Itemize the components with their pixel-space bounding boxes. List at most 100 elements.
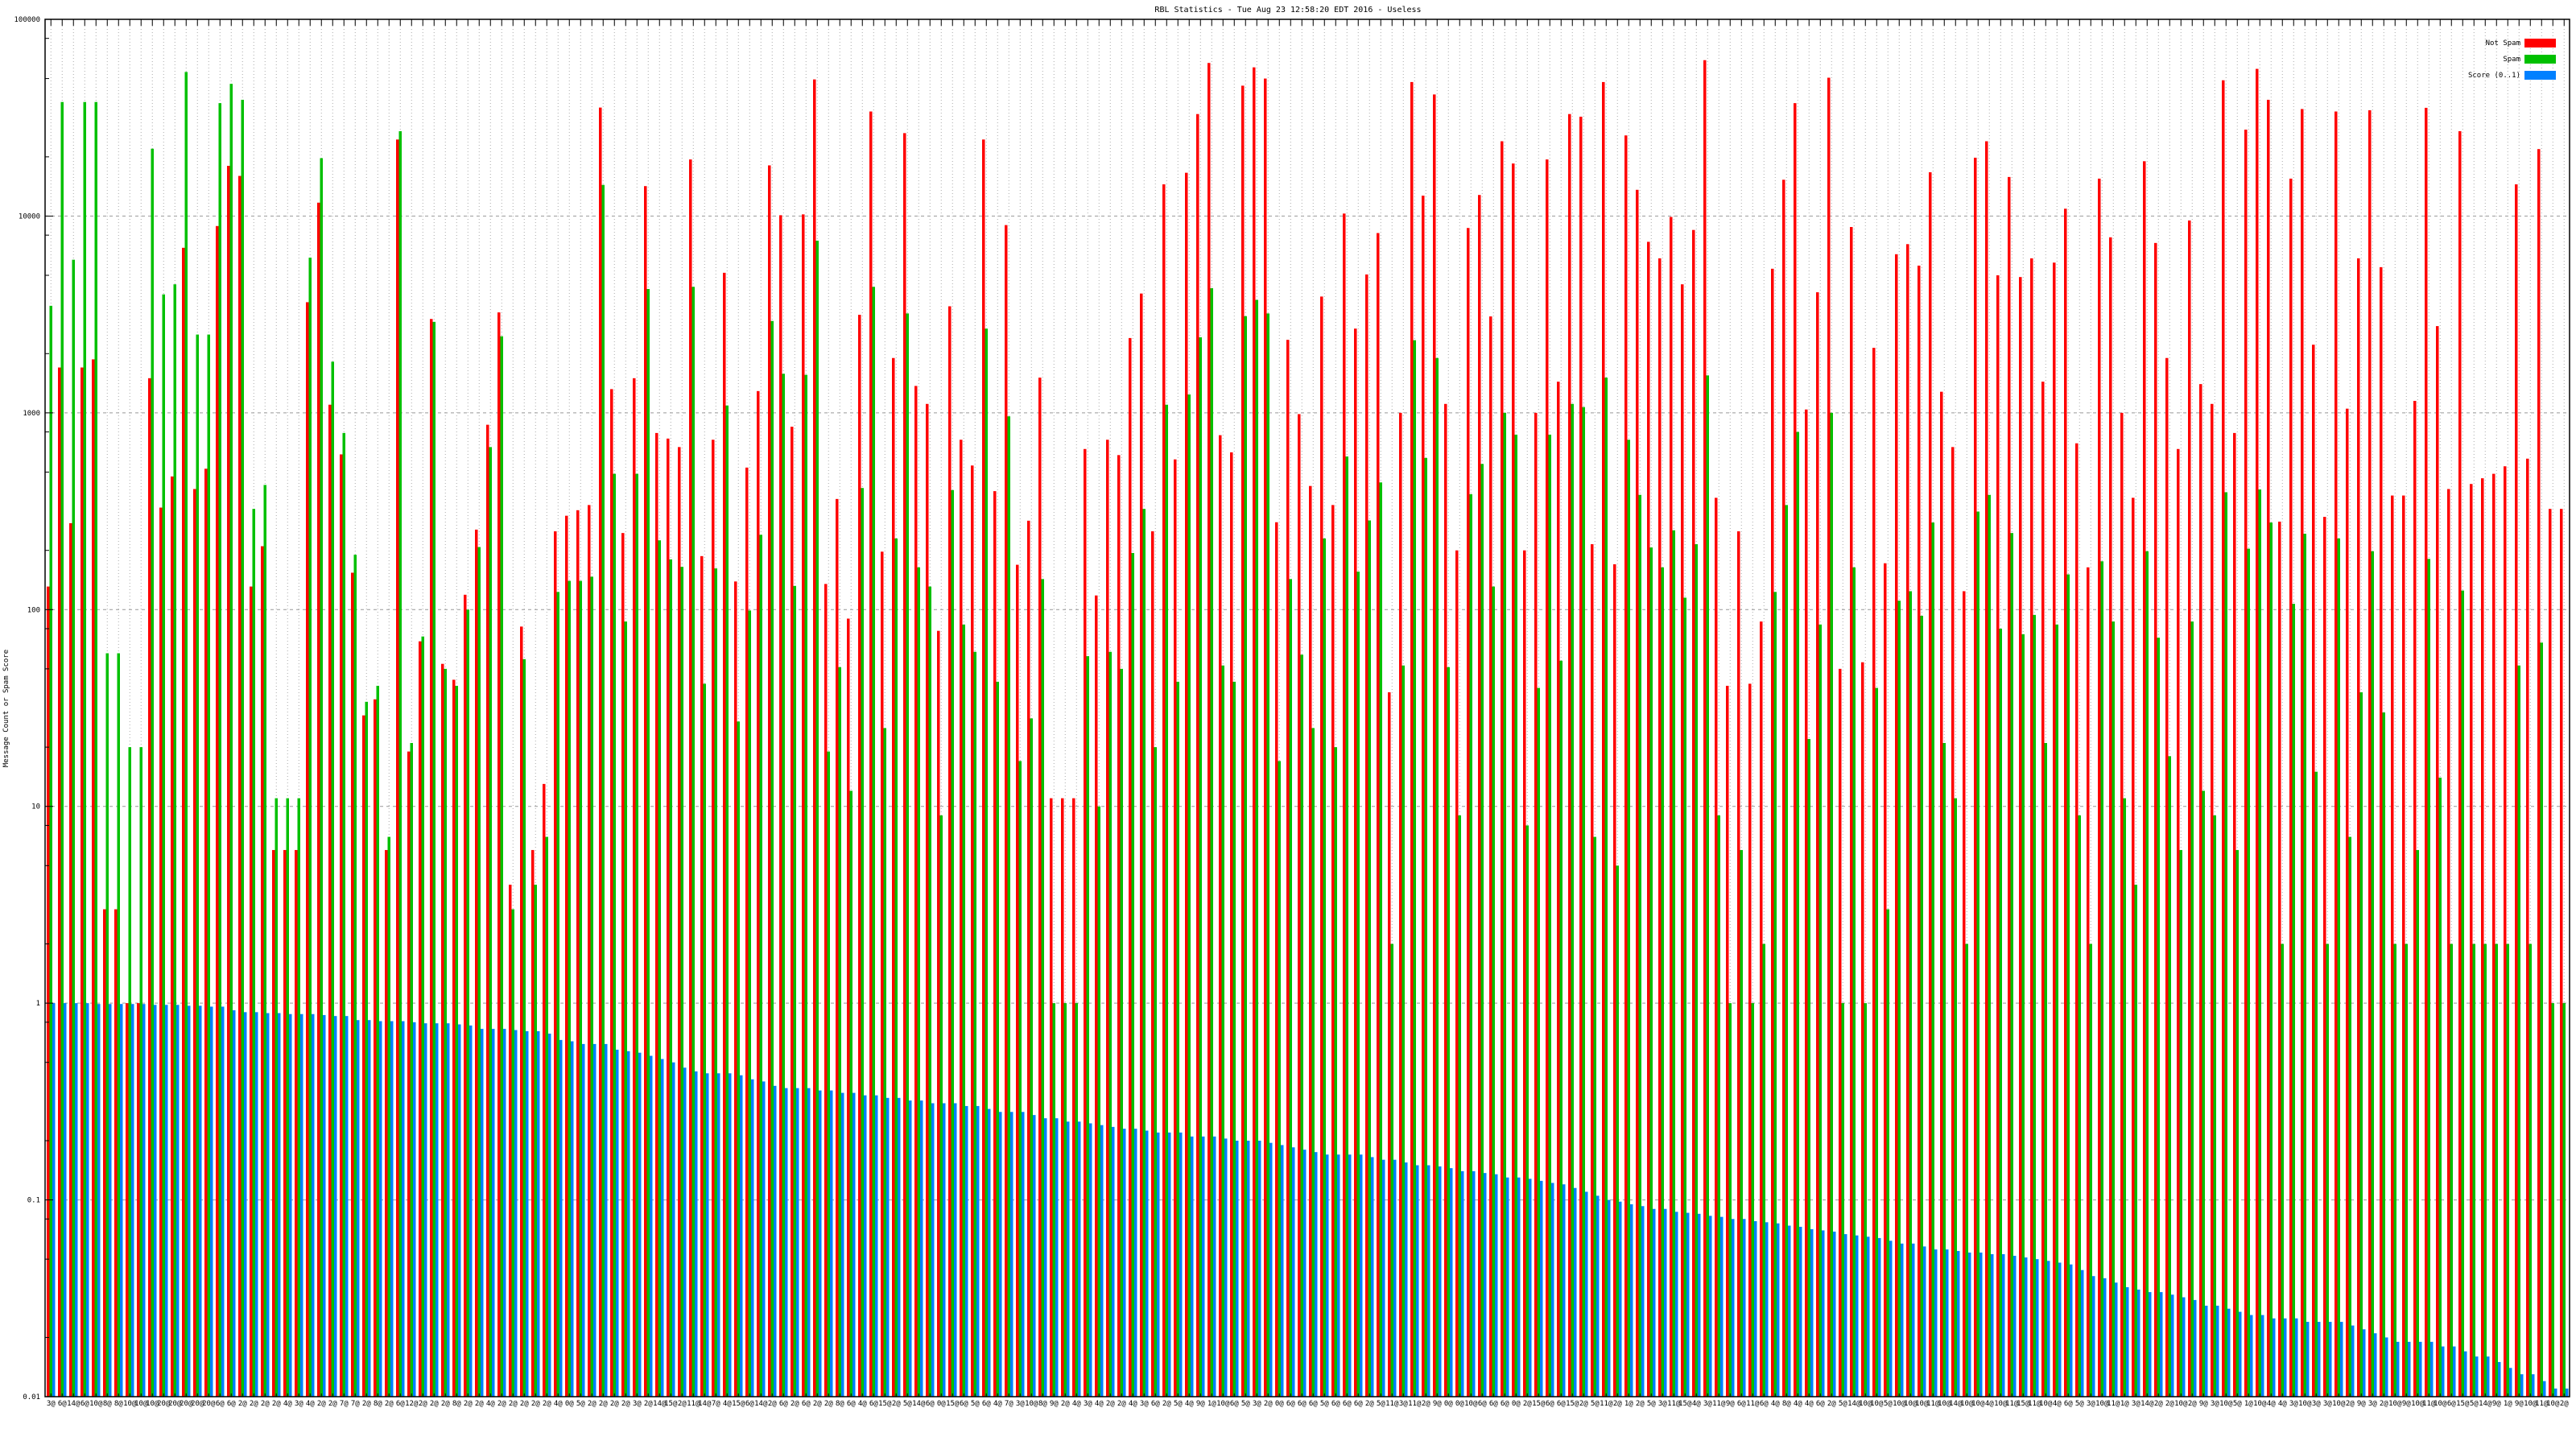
bar-spam [1751,1003,1754,1397]
bar-not-spam [1624,135,1628,1397]
x-tick-label: 11@ [2107,1400,2120,1408]
bar-score [2137,1290,2140,1397]
bar-spam [1221,665,1224,1397]
bar-score [841,1092,844,1397]
x-tick-label: 20@ [168,1400,182,1408]
x-tick-label: 2@ [1264,1400,1273,1408]
x-tick-label: 5@ [1839,1400,1847,1408]
x-tick-label: 2@ [328,1400,337,1408]
bar-not-spam [159,507,163,1397]
bar-not-spam [2211,403,2214,1397]
x-tick-label: 0@ [1275,1400,1284,1408]
bar-spam [703,683,706,1397]
bar-score [1563,1184,1566,1397]
bar-score [503,1029,506,1397]
bar-not-spam [1794,103,1797,1397]
bar-score [1337,1154,1340,1397]
bar-score [1495,1174,1498,1397]
x-tick-label: 11@ [2028,1400,2041,1408]
bar-spam [737,721,740,1397]
bar-spam [2540,642,2543,1397]
bar-score [1303,1150,1307,1397]
bar-spam [1875,687,1878,1397]
bar-not-spam [1174,459,1177,1397]
bar-not-spam [1613,564,1616,1397]
x-tick-label: 2@ [610,1400,619,1408]
x-tick-label: 9@ [2357,1400,2366,1408]
bar-score [424,1023,427,1397]
bar-not-spam [1433,94,1436,1397]
bar-spam [2269,522,2273,1397]
bar-spam [2326,943,2329,1397]
x-tick-label: 5@ [576,1400,585,1408]
bar-spam [2405,943,2408,1397]
bar-score [1856,1235,1859,1397]
bar-spam [2472,943,2475,1397]
bar-score [1957,1251,1960,1397]
x-tick-label: 3@ [1084,1400,1092,1408]
bar-score [1878,1237,1881,1397]
bar-not-spam [1579,116,1583,1397]
x-tick-label: 0@ [937,1400,946,1408]
bar-score [1134,1129,1137,1397]
bar-score [165,1005,168,1397]
x-tick-label: 6@ [1501,1400,1509,1408]
bar-spam [128,747,131,1397]
bar-score [436,1023,439,1397]
bar-score [233,1009,236,1397]
x-tick-label: 8@ [103,1400,112,1408]
x-tick-label: 2@ [588,1400,597,1408]
bar-spam [1052,1003,1055,1397]
bar-spam [1503,412,1506,1397]
bar-score [1348,1154,1352,1397]
bar-score [1146,1130,1149,1397]
bar-not-spam [204,469,208,1397]
bar-score [1619,1201,1622,1397]
bar-not-spam [58,367,61,1397]
x-tick-label: 10@ [1915,1400,1929,1408]
bar-not-spam [2413,401,2417,1397]
bar-spam [1300,654,1303,1397]
bar-spam [2224,492,2227,1397]
x-tick-label: 12@ [405,1400,419,1408]
bar-not-spam [1343,213,1346,1397]
x-tick-label: 2@ [2560,1400,2569,1408]
x-tick-label: 11@ [1712,1400,1726,1408]
x-tick-label: 10@ [1216,1400,1230,1408]
x-tick-label: 2@ [1827,1400,1836,1408]
bar-score [1202,1136,1205,1397]
x-tick-label: 8@ [452,1400,461,1408]
bar-not-spam [565,515,568,1397]
x-tick-label: 2@ [531,1400,540,1408]
bar-spam [669,559,672,1397]
bar-not-spam [2132,497,2135,1397]
x-tick-label: 4@ [1794,1400,1802,1408]
x-tick-label: 2@ [1579,1400,1588,1408]
bar-spam [1773,592,1777,1397]
bar-score [1010,1112,1013,1397]
bar-score [2554,1388,2557,1397]
bar-spam [1627,440,1630,1397]
x-tick-label: 14@ [653,1400,667,1408]
bar-score [1833,1231,1836,1397]
bar-not-spam [2109,237,2112,1397]
bar-not-spam [1298,414,1301,1397]
bar-not-spam [2165,357,2169,1397]
bar-not-spam [1467,228,1470,1397]
x-tick-label: 7@ [1005,1400,1013,1408]
x-tick-label: 11@ [2535,1400,2549,1408]
bar-spam [545,836,548,1397]
legend-swatch [2524,39,2556,47]
bar-spam [770,320,774,1397]
bar-spam [2033,614,2036,1397]
bar-not-spam [1038,378,1042,1397]
x-tick-label: 10@ [1904,1400,1918,1408]
bar-score [1630,1204,1633,1397]
x-tick-label: 2@ [475,1400,484,1408]
bar-score [976,1105,980,1397]
bar-spam [2416,849,2419,1397]
bar-not-spam [486,424,489,1397]
bar-not-spam [1196,114,1199,1397]
x-tick-label: 2@ [261,1400,270,1408]
